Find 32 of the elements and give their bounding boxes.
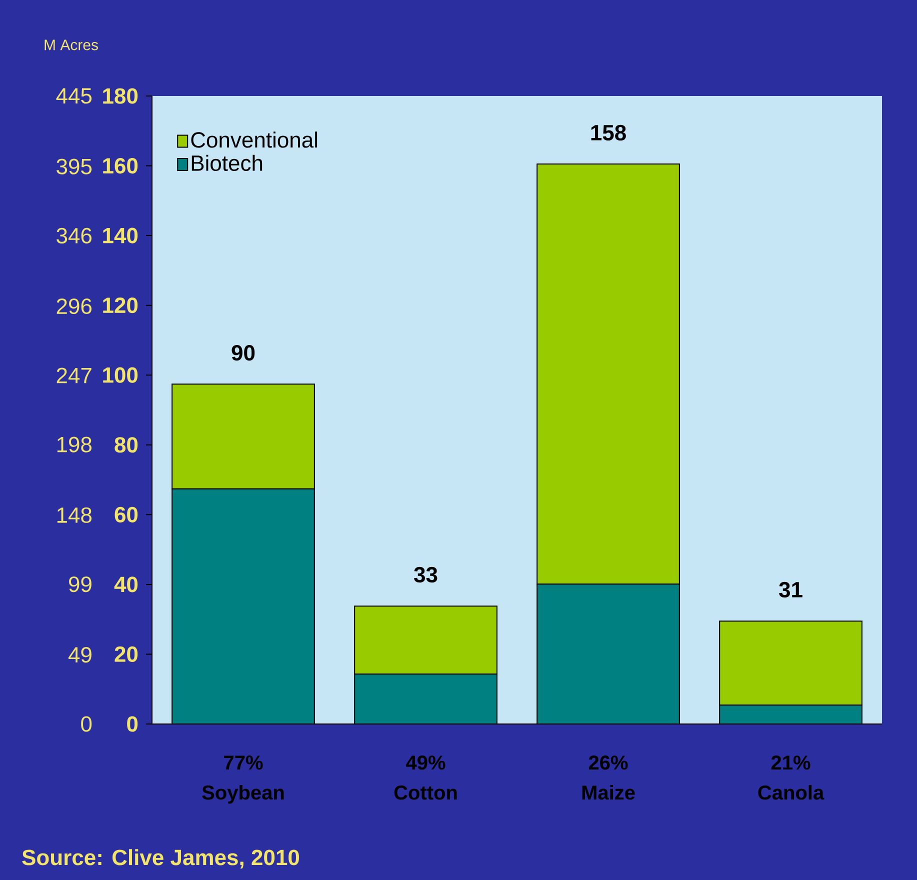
y2-tick-label: 395 [56,158,92,174]
annotation: 31 [779,582,802,598]
y-tick-label: 100 [103,367,138,383]
y-tick-label: 60 [114,506,138,522]
y2-tick-label: 247 [56,368,92,384]
y2-tick-label: 346 [56,228,92,244]
source-note: Source: Clive James, 2010 [22,849,300,868]
y-tick-label: 80 [114,437,138,453]
annotation: 33 [414,566,438,583]
y2-tick-label: 296 [56,298,92,314]
x-tick-label: 26% Maize [582,756,635,800]
y-tick-label: 0 [127,716,138,732]
y2-tick-label: 99 [69,576,92,592]
y-tick-label: 40 [114,576,138,592]
x-tick-label: 49% Cotton [394,756,457,800]
y2-tick-label: 445 [56,88,92,104]
y2-tick-label: 0 [81,716,92,732]
y-tick-label: 160 [103,158,138,174]
text: M Acres [44,40,98,50]
y2-tick-label: 148 [57,507,92,523]
x-tick-label: 21% Canola [758,756,824,800]
y-tick-label: 140 [103,228,138,244]
x-tick-label: 77% Soybean [202,756,284,804]
y2-tick-label: 49 [68,647,92,663]
annotation: 158 [591,124,626,140]
y-tick-label: 20 [114,646,138,662]
y-tick-label: 180 [103,88,138,104]
annotation: 90 [232,345,255,361]
y2-tick-label: 198 [57,436,92,452]
legend-label: Conventional [191,132,318,148]
legend-label: Biotech [192,154,262,171]
y-tick-label: 120 [103,298,138,314]
